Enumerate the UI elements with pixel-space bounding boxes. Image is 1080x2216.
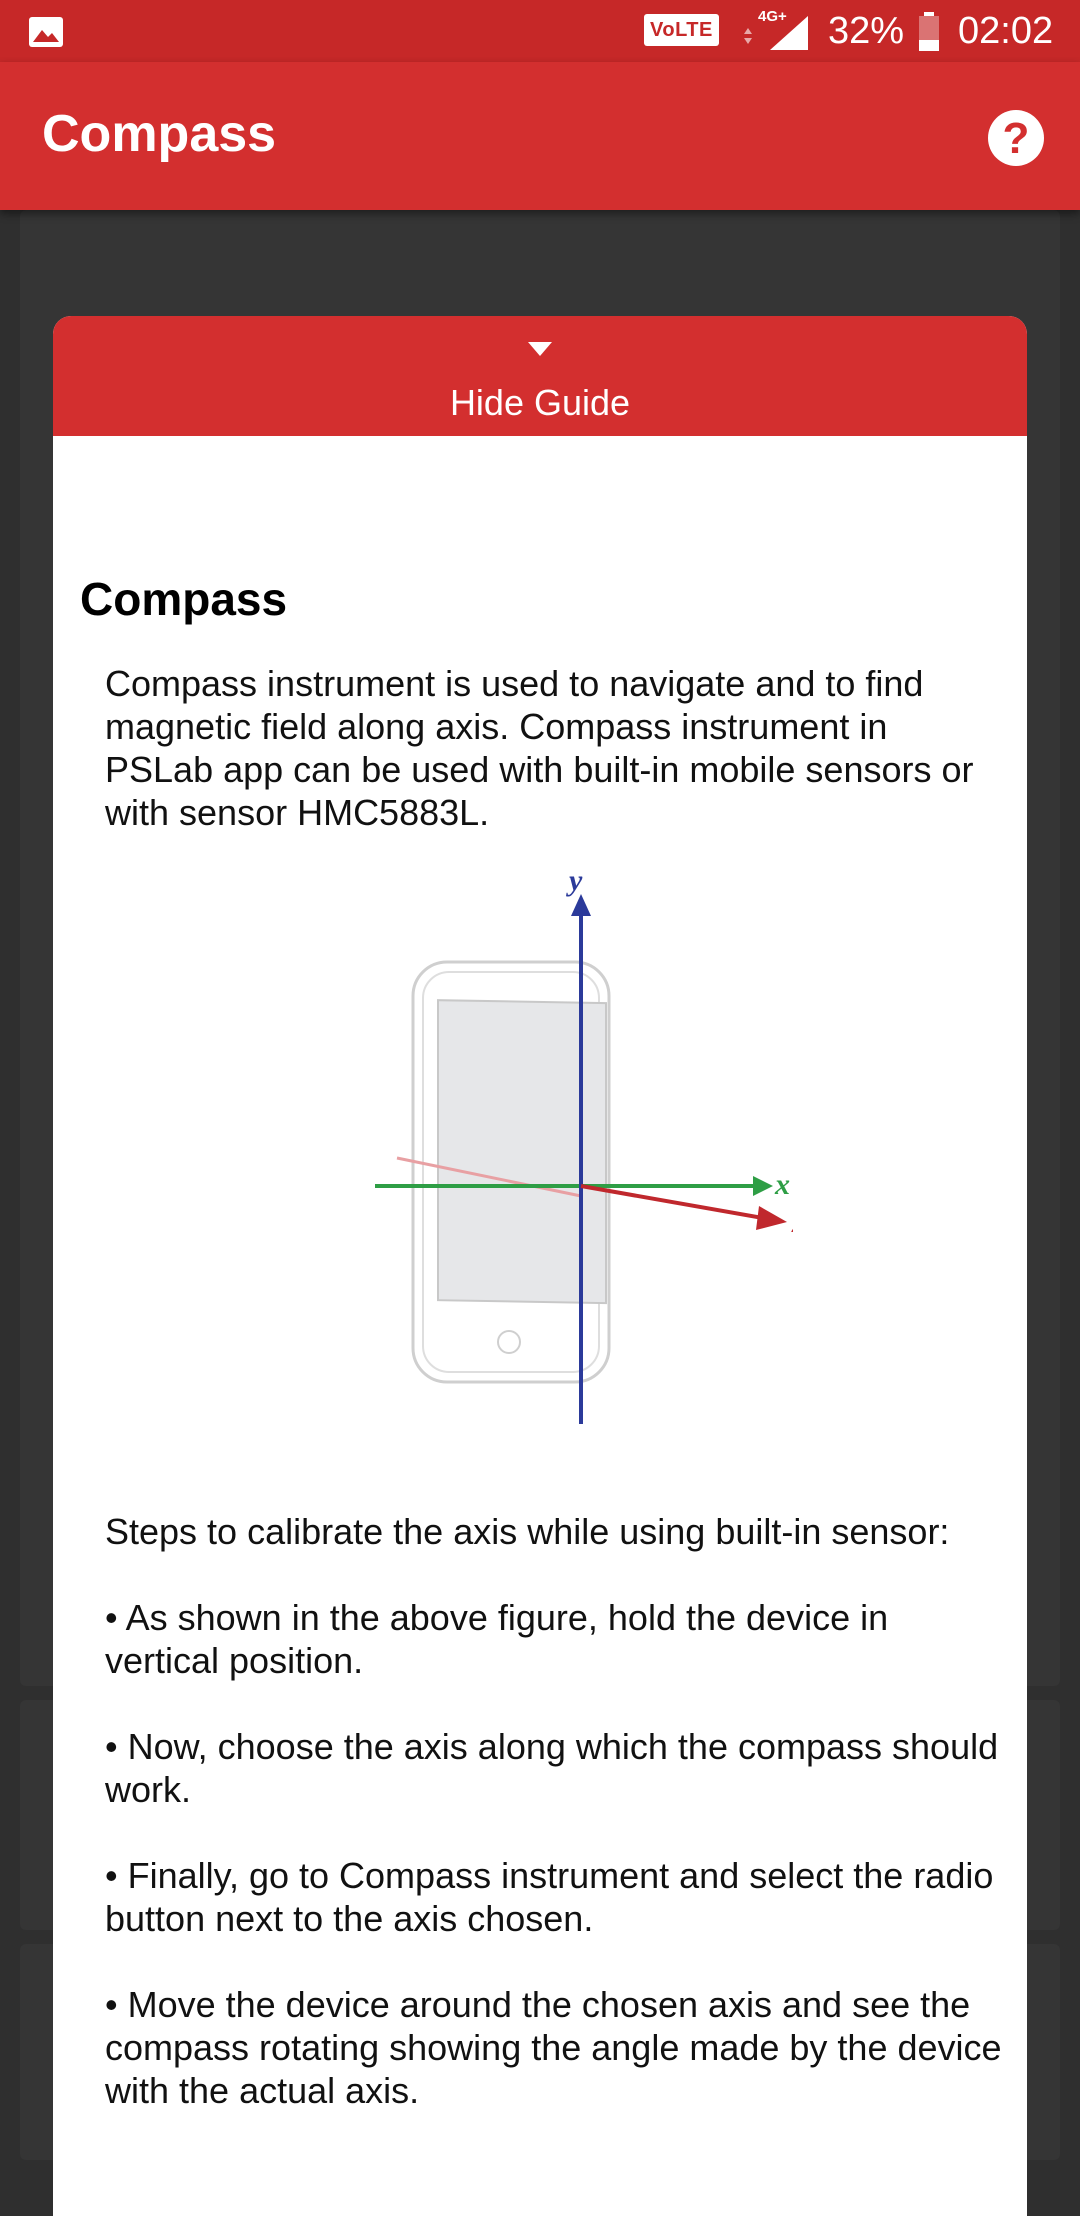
signal-icon bbox=[744, 16, 808, 50]
hide-guide-label: Hide Guide bbox=[449, 382, 631, 423]
step-item: • Now, choose the axis along which the c… bbox=[105, 1726, 999, 1810]
z-axis-label: z bbox=[791, 1208, 793, 1239]
guide-intro: Compass instrument is used to navigate a… bbox=[105, 663, 974, 833]
battery-icon bbox=[919, 12, 939, 51]
y-axis-arrow bbox=[571, 894, 591, 916]
z-axis-line bbox=[580, 1184, 764, 1220]
guide-title: Compass bbox=[80, 573, 288, 625]
clock: 02:02 bbox=[958, 10, 1054, 52]
step-item: • As shown in the above figure, hold the… bbox=[105, 1597, 889, 1681]
volte-badge: VoLTE bbox=[644, 14, 719, 46]
caret-down-icon bbox=[528, 342, 552, 356]
step-item: • Move the device around the chosen axis… bbox=[105, 1984, 1002, 2111]
x-axis-label: x bbox=[774, 1168, 790, 1201]
hide-guide-button[interactable]: Hide Guide bbox=[53, 316, 1027, 436]
guide-sheet: Hide Guide Compass Compass instrument is… bbox=[53, 316, 1027, 2216]
status-bar: VoLTE 4G+ 32% 02:02 bbox=[0, 0, 1080, 62]
gallery-icon bbox=[29, 17, 63, 47]
z-axis-back bbox=[396, 1156, 582, 1198]
app-title: Compass bbox=[42, 105, 277, 163]
step-item: • Finally, go to Compass instrument and … bbox=[105, 1855, 994, 1939]
battery-percentage: 32% bbox=[828, 10, 905, 52]
axis-figure: y x z bbox=[375, 876, 793, 1424]
app-bar: Compass ? bbox=[0, 62, 1080, 210]
y-axis-label: y bbox=[566, 876, 583, 897]
steps-heading: Steps to calibrate the axis while using … bbox=[105, 1511, 950, 1552]
phone-home-button bbox=[497, 1330, 521, 1354]
phone-outline bbox=[411, 960, 611, 1384]
z-axis-arrow bbox=[756, 1206, 787, 1230]
network-type: 4G+ bbox=[758, 8, 787, 25]
help-icon[interactable]: ? bbox=[988, 110, 1044, 166]
x-axis-arrow bbox=[753, 1176, 773, 1196]
phone-screen bbox=[437, 999, 607, 1305]
